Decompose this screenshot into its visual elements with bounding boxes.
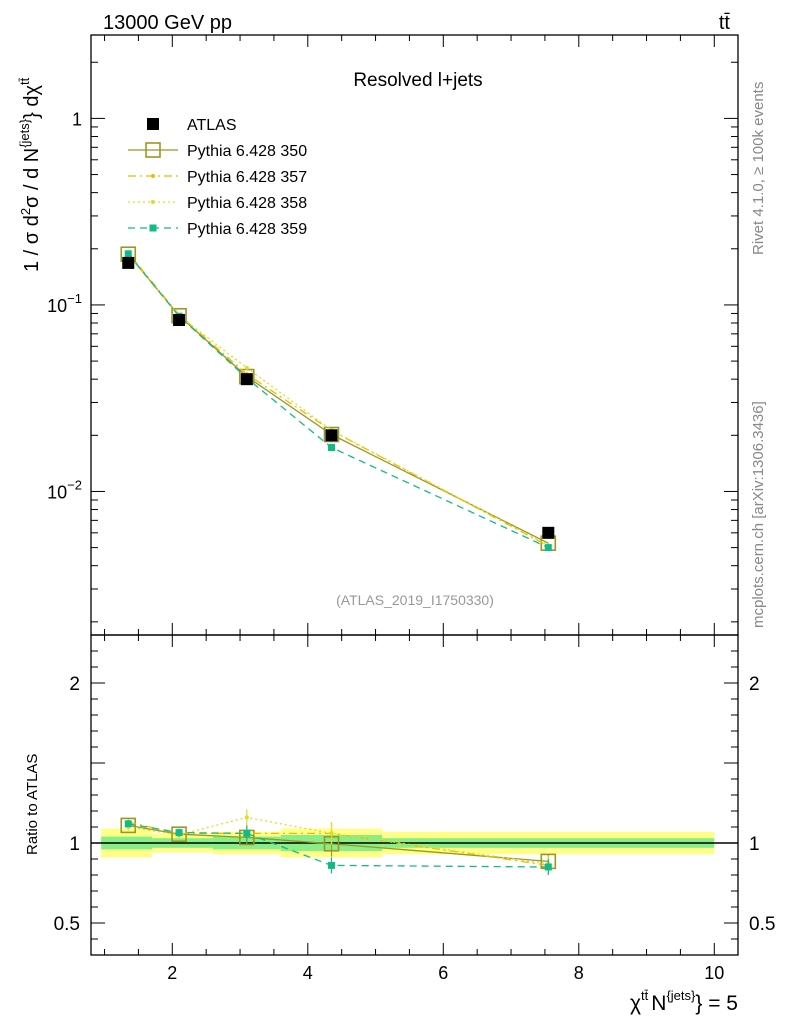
- ratio-point-pythia-6-428-359: [124, 820, 132, 828]
- data-point-pythia-6-428-358: [244, 365, 249, 370]
- x-tick-label: 10: [704, 963, 724, 983]
- data-point-atlas: [122, 256, 135, 269]
- plot-title: Resolved l+jets: [353, 70, 482, 91]
- ratio-point-pythia-6-428-359: [328, 861, 336, 869]
- legend-label-atlas: ATLAS: [187, 117, 237, 134]
- y-tick-label: 10−1: [47, 291, 82, 316]
- y-tick-label: 1: [72, 109, 82, 129]
- ratio-point-pythia-6-428-359: [544, 863, 552, 871]
- x-tick-label: 8: [574, 963, 584, 983]
- ratio-tick-label: 1: [69, 834, 80, 855]
- legend-marker-pythia-6-428-357: [151, 174, 155, 178]
- main-plot: 10−2 10−1 1: [47, 34, 739, 955]
- data-point-pythia-6-428-359: [328, 444, 336, 452]
- legend-marker-atlas: [147, 118, 159, 130]
- ratio-line-pythia-6-428-359: [128, 823, 549, 868]
- ratio-tick-label-right: 1: [749, 834, 760, 855]
- ratio-tick-label: 2: [69, 674, 80, 695]
- x-axis-label: χtt̄ N{jets}} = 5: [630, 988, 738, 1015]
- data-point-atlas: [325, 429, 338, 442]
- ratio-y-axis-label: Ratio to ATLAS: [24, 754, 41, 855]
- ratio-tick-label-right: 0.5: [749, 914, 775, 935]
- analysis-label: (ATLAS_2019_I1750330): [336, 592, 494, 608]
- series-line-pythia-6-428-350: [127, 253, 549, 544]
- ratio-point-pythia-6-428-350: [120, 817, 137, 834]
- legend: ATLAS Pythia 6.428 350 Pythia 6.428 357 Pyt…: [128, 117, 307, 238]
- data-point-atlas: [542, 526, 555, 539]
- series-line-pythia-6-428-359: [127, 253, 549, 549]
- ratio-tick-label: 0.5: [54, 914, 80, 935]
- x-tick-label: 2: [167, 963, 177, 983]
- ratio-point-pythia-6-428-359: [243, 829, 251, 837]
- energy-label: 13000 GeV pp: [103, 12, 232, 34]
- legend-label-pythia-6-428-357: Pythia 6.428 357: [187, 169, 307, 186]
- x-tick-label: 4: [303, 963, 313, 983]
- data-point-atlas: [240, 373, 253, 386]
- process-label: tt̄: [719, 12, 731, 34]
- ratio-plot: 2 4 6 8 10 0.5 0.5 1 1 2 2: [54, 634, 775, 983]
- data-point-pythia-6-428-350: [323, 426, 340, 443]
- ratio-point-pythia-6-428-359: [175, 829, 183, 837]
- data-point-pythia-6-428-359: [544, 544, 552, 552]
- ratio-frame: [90, 634, 739, 956]
- ratio-point-pythia-6-428-358: [329, 831, 334, 836]
- legend-label-pythia-6-428-350: Pythia 6.428 350: [187, 143, 307, 160]
- legend-label-pythia-6-428-359: Pythia 6.428 359: [187, 221, 307, 238]
- data-point-atlas: [173, 314, 186, 327]
- legend-marker-pythia-6-428-350: [145, 142, 161, 158]
- legend-marker-pythia-6-428-358: [151, 200, 155, 204]
- legend-marker-pythia-6-428-359: [149, 224, 157, 232]
- rivet-version-label: Rivet 4.1.0, ≥ 100k events: [750, 82, 767, 255]
- mcplots-label: mcplots.cern.ch [arXiv:1306.3436]: [750, 401, 767, 628]
- ratio-point-pythia-6-428-358: [244, 815, 249, 820]
- x-tick-label: 6: [438, 963, 448, 983]
- ratio-tick-label-right: 2: [749, 674, 760, 695]
- data-point-pythia-6-428-359: [124, 250, 132, 258]
- series-line-pythia-6-428-358: [127, 254, 549, 546]
- series-line-pythia-6-428-357: [127, 252, 549, 547]
- y-tick-label: 10−2: [47, 477, 82, 502]
- y-axis-label: 1 / σ d2σ / d N{jets}} dχtt̄: [17, 77, 43, 272]
- legend-label-pythia-6-428-358: Pythia 6.428 358: [187, 195, 307, 212]
- ratio-point-pythia-6-428-350: [171, 826, 187, 843]
